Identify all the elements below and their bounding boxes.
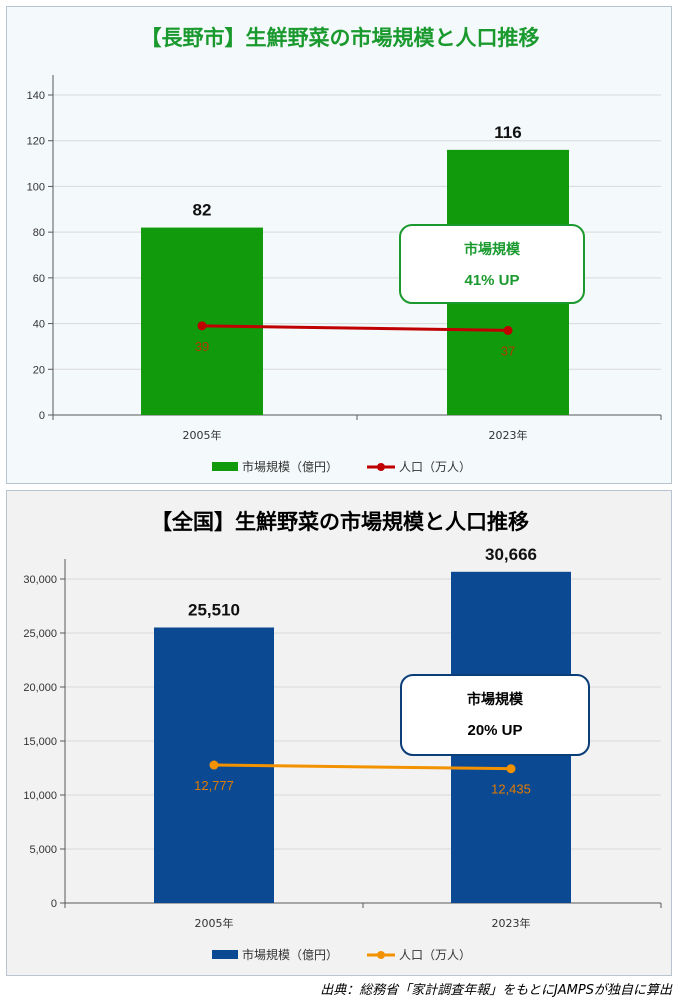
nagano-y-tick-label: 20: [33, 364, 45, 376]
national-legend-line-label: 人口（万人）: [399, 948, 471, 962]
national-y-tick-label: 25,000: [23, 628, 57, 640]
nagano-population-line: [201, 324, 509, 332]
nagano-chart-panel: 【長野市】生鮮野菜の市場規模と人口推移 0 20 40 60 80 100 120 140 82 1…: [6, 6, 672, 484]
national-callout-box: [400, 674, 590, 756]
nagano-population-data-label: 39: [195, 339, 209, 354]
nagano-x-tick-label: 2005年: [183, 428, 222, 442]
nagano-y-tick-label: 40: [33, 319, 45, 331]
national-population-data-label: 12,435: [491, 782, 531, 797]
national-chart-title: 【全国】生鮮野菜の市場規模と人口推移: [151, 510, 529, 534]
national-population-point: [506, 764, 516, 774]
nagano-y-tick-label: 60: [33, 273, 45, 285]
nagano-y-tick-label: 0: [39, 410, 45, 422]
nagano-x-tick-label: 2023年: [489, 428, 528, 442]
national-x-tick-label: 2005年: [195, 916, 234, 930]
nagano-population-point: [197, 321, 207, 331]
nagano-y-tick-label: 80: [33, 227, 45, 239]
nagano-y-tick-label: 120: [27, 136, 45, 148]
national-population-point: [209, 760, 219, 770]
nagano-legend-line-label: 人口（万人）: [399, 460, 471, 474]
nagano-bar: [141, 227, 263, 415]
national-bar-data-label: 25,510: [188, 600, 240, 619]
nagano-callout-value: 41% UP: [464, 272, 519, 289]
national-y-tick-label: 30,000: [23, 574, 57, 586]
nagano-callout-title: 市場規模: [464, 241, 521, 258]
national-chart-panel: 【全国】生鮮野菜の市場規模と人口推移 0 5,000 10,000 15,000 20,0…: [6, 490, 672, 976]
national-bar-data-label: 30,666: [485, 545, 537, 564]
national-callout-title: 市場規模: [467, 691, 524, 708]
national-legend-bar-label: 市場規模（億円）: [242, 947, 338, 962]
national-legend-line-marker: [377, 951, 385, 959]
national-population-line: [213, 763, 512, 771]
nagano-callout-box: [399, 224, 585, 304]
nagano-y-tick-label: 140: [27, 90, 45, 102]
national-legend-bar-swatch: [212, 950, 238, 959]
nagano-chart: 【長野市】生鮮野菜の市場規模と人口推移 0 20 40 60 80 100 120 140 82 1…: [27, 26, 662, 474]
national-callout-value: 20% UP: [467, 722, 522, 739]
national-y-tick-label: 20,000: [23, 682, 57, 694]
nagano-legend-bar-swatch: [212, 462, 238, 471]
nagano-bar-data-label: 116: [494, 123, 521, 142]
nagano-legend-line-marker: [377, 463, 385, 471]
nagano-legend-bar-label: 市場規模（億円）: [242, 459, 338, 474]
nagano-bar-data-label: 82: [193, 201, 212, 220]
nagano-population-data-label: 37: [501, 343, 515, 358]
nagano-population-point: [503, 325, 513, 335]
nagano-chart-title: 【長野市】生鮮野菜の市場規模と人口推移: [141, 26, 540, 50]
national-y-tick-label: 15,000: [23, 736, 57, 748]
nagano-y-tick-label: 100: [27, 181, 45, 193]
national-y-tick-label: 10,000: [23, 790, 57, 802]
national-y-tick-label: 5,000: [29, 844, 57, 856]
national-population-data-label: 12,777: [194, 778, 234, 793]
national-chart: 【全国】生鮮野菜の市場規模と人口推移 0 5,000 10,000 15,000 20,0…: [23, 510, 662, 962]
source-note: 出典：総務省「家計調査年報」をもとにJAMPSが独自に算出: [320, 983, 672, 998]
national-x-tick-label: 2023年: [492, 916, 531, 930]
national-y-tick-label: 0: [51, 898, 57, 910]
